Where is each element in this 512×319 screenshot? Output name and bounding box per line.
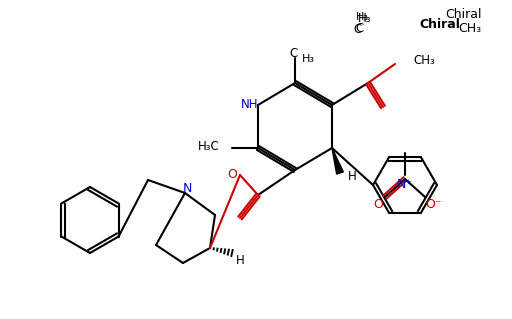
Text: Chiral: Chiral [445, 8, 481, 21]
Text: N: N [182, 182, 191, 195]
Text: C: C [354, 23, 362, 36]
Text: CH₃: CH₃ [413, 55, 435, 68]
Text: NH: NH [241, 99, 259, 112]
Text: H: H [348, 169, 356, 182]
Text: H₃: H₃ [355, 12, 369, 22]
Text: N⁺: N⁺ [397, 177, 413, 190]
Text: C: C [355, 22, 363, 35]
Polygon shape [332, 148, 344, 174]
Text: Chiral: Chiral [419, 18, 460, 31]
Text: O⁻: O⁻ [425, 197, 441, 211]
Text: O: O [227, 168, 237, 182]
Text: C: C [289, 47, 297, 60]
Text: H₃: H₃ [358, 12, 372, 25]
Text: H₃: H₃ [302, 54, 315, 64]
Text: CH₃: CH₃ [458, 22, 481, 35]
Text: O: O [373, 197, 383, 211]
Text: H₃C: H₃C [198, 139, 220, 152]
Text: H: H [236, 254, 244, 266]
